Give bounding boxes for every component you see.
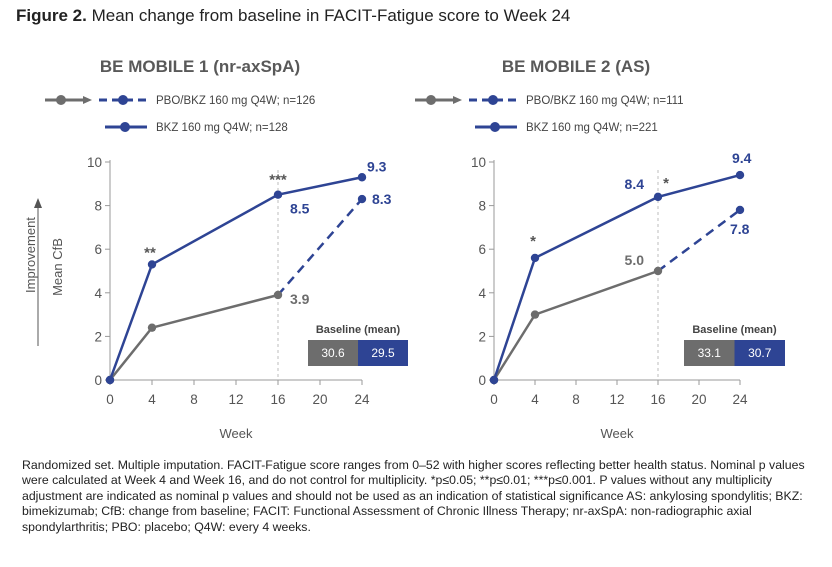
legend-pbo-marker xyxy=(56,95,66,105)
y-tick-label: 0 xyxy=(94,373,102,388)
legend-arrow-icon xyxy=(453,96,462,104)
series-line-bkz xyxy=(492,173,741,381)
y-tick-label: 2 xyxy=(478,329,486,344)
y-tick-label: 4 xyxy=(478,286,486,301)
y-axis-title: Mean CfB xyxy=(50,238,65,296)
significance-marker: *** xyxy=(269,172,287,189)
data-label: 3.9 xyxy=(290,291,310,307)
x-tick-label: 16 xyxy=(270,392,285,407)
baseline-pbo-value: 30.6 xyxy=(321,346,345,360)
x-axis-title: Week xyxy=(220,426,253,441)
legend-pbo-marker xyxy=(426,95,436,105)
improvement-arrow-icon xyxy=(34,198,42,208)
data-point-bkz xyxy=(735,170,745,180)
data-point-bkz xyxy=(273,190,283,199)
data-point-pbo xyxy=(735,205,745,215)
x-axis-title: Week xyxy=(601,426,634,441)
baseline-title: Baseline (mean) xyxy=(692,324,777,336)
data-point-pbo xyxy=(653,266,663,276)
baseline-bkz-value: 30.7 xyxy=(748,346,772,360)
series-line-pbo-dashed xyxy=(277,198,363,296)
data-point-bkz xyxy=(530,253,540,263)
y-tick-label: 2 xyxy=(94,329,102,344)
data-point-bkz xyxy=(357,173,367,182)
data-point-bkz xyxy=(653,192,663,202)
x-tick-label: 12 xyxy=(609,392,624,407)
significance-marker: * xyxy=(530,233,536,250)
chart-panel-1: BE MOBILE 1 (nr-axSpA) PBO/BKZ 160 mg Q4W… xyxy=(23,57,408,441)
figure-title: Figure 2. Mean change from baseline in F… xyxy=(16,6,570,26)
x-tick-label: 20 xyxy=(312,392,327,407)
data-label: 9.4 xyxy=(732,150,752,166)
y-tick-label: 6 xyxy=(94,242,102,257)
panel-title: BE MOBILE 2 (AS) xyxy=(502,57,650,76)
baseline-bkz-value: 29.5 xyxy=(371,346,395,360)
y-tick-label: 4 xyxy=(94,286,102,301)
y-tick-label: 10 xyxy=(87,155,102,170)
baseline-pbo-value: 33.1 xyxy=(698,346,722,360)
legend-label-bkz: BKZ 160 mg Q4W; n=128 xyxy=(156,122,288,134)
data-point-pbo xyxy=(357,194,367,204)
panel-title: BE MOBILE 1 (nr-axSpA) xyxy=(100,57,300,76)
x-tick-label: 8 xyxy=(572,392,580,407)
data-label: 9.3 xyxy=(367,158,387,174)
x-tick-label: 20 xyxy=(691,392,706,407)
data-label: 8.5 xyxy=(290,201,310,217)
significance-marker: * xyxy=(663,175,669,192)
x-tick-label: 0 xyxy=(490,392,498,407)
x-tick-label: 12 xyxy=(228,392,243,407)
figure-title-text: Mean change from baseline in FACIT-Fatig… xyxy=(91,6,571,25)
y-tick-label: 8 xyxy=(478,199,486,214)
x-tick-label: 4 xyxy=(148,392,156,407)
legend-pbo-dashed-marker xyxy=(118,95,128,105)
baseline-pbo-box xyxy=(308,340,358,366)
legend-label-bkz: BKZ 160 mg Q4W; n=221 xyxy=(526,122,658,134)
y-tick-label: 6 xyxy=(478,242,486,257)
data-point-pbo xyxy=(273,290,283,300)
y-axis-improvement-label: Improvement xyxy=(23,217,38,293)
baseline-bkz-box xyxy=(358,340,408,366)
figure-label: Figure 2. xyxy=(16,6,87,25)
footnote: Randomized set. Multiple imputation. FAC… xyxy=(22,458,805,534)
baseline-bkz-box xyxy=(734,340,785,366)
y-tick-label: 0 xyxy=(478,373,486,388)
x-tick-label: 24 xyxy=(732,392,748,407)
y-tick-label: 8 xyxy=(94,199,102,214)
x-tick-label: 0 xyxy=(106,392,114,407)
x-tick-label: 24 xyxy=(354,392,370,407)
series-line-pbo-dashed xyxy=(657,208,741,273)
legend-arrow-icon xyxy=(83,96,92,104)
data-label: 7.8 xyxy=(730,221,750,237)
legend-bkz-marker xyxy=(490,122,500,132)
y-tick-label: 10 xyxy=(471,155,486,170)
data-point-bkz xyxy=(147,260,157,269)
baseline-title: Baseline (mean) xyxy=(316,324,401,336)
x-tick-label: 16 xyxy=(650,392,665,407)
data-label: 5.0 xyxy=(625,252,645,268)
series-line-pbo xyxy=(492,269,659,381)
data-label: 8.3 xyxy=(372,191,392,207)
legend-label-pbo: PBO/BKZ 160 mg Q4W; n=126 xyxy=(156,95,315,107)
legend-label-pbo: PBO/BKZ 160 mg Q4W; n=111 xyxy=(526,95,684,107)
chart-area: BE MOBILE 1 (nr-axSpA) PBO/BKZ 160 mg Q4W… xyxy=(23,57,785,441)
chart-panel-2: BE MOBILE 2 (AS) PBO/BKZ 160 mg Q4W; n=11… xyxy=(415,57,785,441)
baseline-pbo-box xyxy=(684,340,735,366)
series-line-bkz xyxy=(108,176,363,381)
data-point-pbo xyxy=(530,310,540,319)
data-label: 8.4 xyxy=(625,176,645,192)
data-point-pbo xyxy=(147,323,157,332)
significance-marker: ** xyxy=(144,244,156,261)
data-point-bkz xyxy=(105,375,115,385)
x-tick-label: 8 xyxy=(190,392,198,407)
x-tick-label: 4 xyxy=(531,392,539,407)
data-point-bkz xyxy=(489,375,499,385)
legend-bkz-marker xyxy=(120,122,130,132)
legend-pbo-dashed-marker xyxy=(488,95,498,105)
